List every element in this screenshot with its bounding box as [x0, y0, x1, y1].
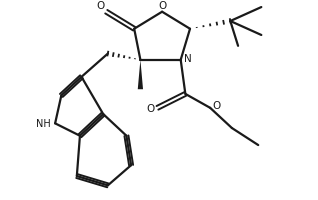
- Text: O: O: [147, 103, 155, 113]
- Polygon shape: [138, 60, 143, 90]
- Text: O: O: [213, 100, 221, 110]
- Text: NH: NH: [36, 119, 51, 129]
- Text: O: O: [97, 1, 105, 11]
- Text: N: N: [184, 54, 191, 64]
- Text: O: O: [159, 1, 167, 11]
